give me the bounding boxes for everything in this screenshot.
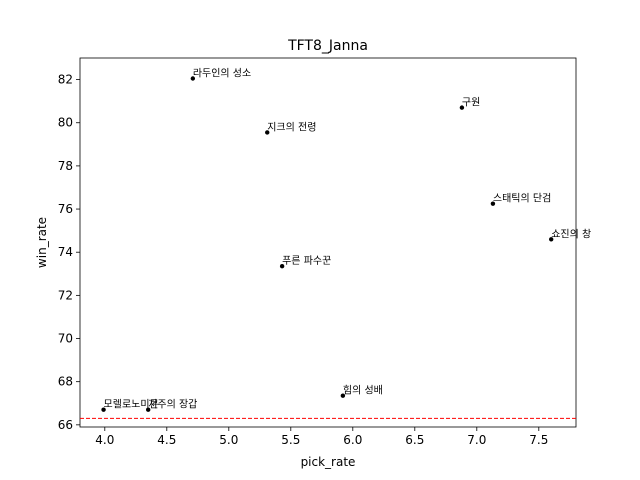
point-label: 구원 xyxy=(462,97,480,109)
data-point xyxy=(490,201,496,206)
y-tick-label: 72 xyxy=(58,288,73,302)
y-tick-label: 68 xyxy=(58,375,73,389)
data-point xyxy=(265,130,270,135)
y-tick-label: 66 xyxy=(58,418,73,432)
y-tick-label: 76 xyxy=(58,202,73,216)
data-point xyxy=(549,237,554,242)
data-point xyxy=(279,264,285,269)
x-tick-label: 5.0 xyxy=(219,433,238,447)
point-label: 쇼진의 창 xyxy=(551,228,591,240)
y-tick-label: 82 xyxy=(58,73,73,87)
y-axis-label: win_rate xyxy=(35,217,49,268)
point-label: 스태틱의 단검 xyxy=(493,193,551,205)
point-label: 라두인의 성소 xyxy=(193,68,251,80)
data-point xyxy=(146,407,151,412)
x-tick-label: 5.5 xyxy=(281,433,300,447)
point-label: 힘의 성배 xyxy=(343,385,383,397)
x-axis-label: pick_rate xyxy=(301,455,356,469)
plot-area xyxy=(79,57,577,428)
data-point xyxy=(101,407,106,412)
data-point xyxy=(340,393,346,398)
x-axis-ticks: 4.0 4.5 5.0 5.5 6.0 6.5 7.0 7.5 xyxy=(95,427,548,447)
data-point xyxy=(459,105,465,110)
y-tick-label: 80 xyxy=(58,116,73,130)
x-tick-label: 6.0 xyxy=(343,433,362,447)
y-tick-label: 78 xyxy=(58,159,73,173)
data-points xyxy=(101,76,554,412)
data-point xyxy=(190,76,196,81)
y-tick-label: 74 xyxy=(58,245,73,259)
chart-title: TFT8_Janna xyxy=(287,38,368,54)
x-tick-label: 4.5 xyxy=(157,433,176,447)
x-tick-label: 6.5 xyxy=(405,433,424,447)
y-tick-label: 70 xyxy=(58,332,73,346)
y-axis-ticks: 66 68 70 72 74 76 78 80 82 xyxy=(58,73,80,432)
point-label: 저주의 장갑 xyxy=(148,399,197,411)
point-label: 모렐로노미콘 xyxy=(104,398,159,411)
point-label: 지크의 전령 xyxy=(267,121,316,133)
x-tick-label: 7.0 xyxy=(467,433,486,447)
x-tick-label: 4.0 xyxy=(95,433,114,447)
point-label: 푸른 파수꾼 xyxy=(282,255,331,267)
x-tick-label: 7.5 xyxy=(529,433,548,447)
